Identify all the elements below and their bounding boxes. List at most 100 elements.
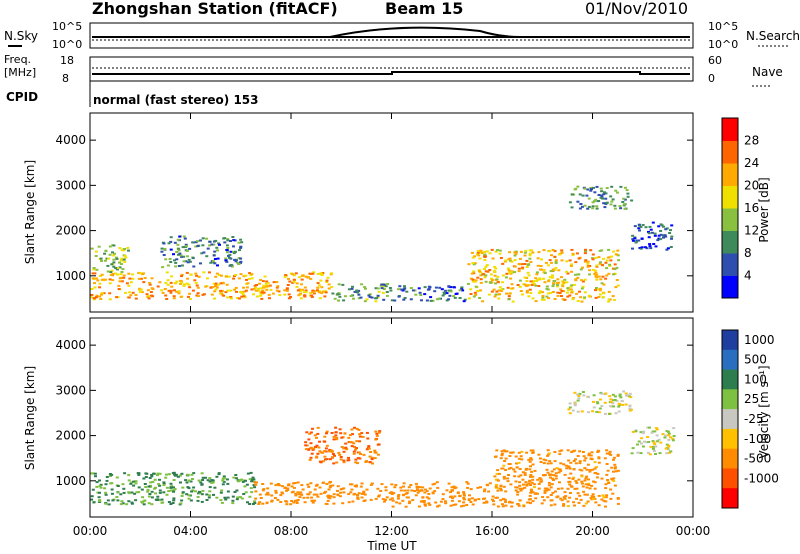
power-cell [413, 289, 417, 292]
power-cell [471, 256, 475, 259]
vel-cell [542, 499, 546, 502]
power-cell [551, 268, 555, 271]
power-cell [551, 274, 554, 277]
vel-cell [416, 489, 419, 492]
power-cell [100, 278, 104, 281]
vel-cell [543, 491, 547, 494]
power-cell [100, 292, 104, 295]
power-cell [478, 257, 482, 260]
vel-cell [149, 485, 153, 488]
power-cell [92, 267, 96, 269]
power-cell [283, 293, 287, 296]
power-cell [246, 282, 250, 285]
vel-cell [573, 449, 577, 452]
vel-cell [153, 478, 157, 481]
vel-cell [221, 479, 225, 482]
power-cell [385, 291, 389, 293]
power-cell [397, 295, 401, 298]
vel-cell [308, 491, 312, 494]
power-cell [444, 289, 448, 292]
vel-cell [411, 499, 415, 502]
power-cell [94, 250, 98, 253]
power-cell [262, 284, 266, 287]
power-cell [583, 252, 587, 255]
vel-cell [342, 459, 346, 462]
power-cell [196, 292, 200, 295]
vel-cell [577, 395, 581, 397]
vel-cell [462, 501, 466, 504]
vel-cell [368, 461, 372, 464]
vel-cell [401, 493, 405, 496]
vel-cell [650, 431, 654, 434]
vel-cell [531, 500, 535, 503]
power-cell [202, 271, 206, 274]
vel-cell [451, 497, 455, 499]
vel-cell [418, 489, 421, 492]
vel-cell [147, 502, 151, 505]
power-cell [195, 274, 199, 277]
vel-cell [517, 451, 521, 454]
vel-cell [580, 410, 584, 413]
power-cell [423, 293, 427, 296]
power-cell [639, 226, 643, 228]
power-cell [91, 272, 95, 275]
vel-cell [312, 447, 316, 450]
power-cell [518, 285, 522, 288]
vel-cell [215, 475, 219, 478]
power-cell [594, 256, 598, 259]
power-cell [608, 264, 612, 267]
vel-cell [583, 459, 587, 462]
vel-cell [146, 488, 150, 491]
power-cell [226, 238, 230, 241]
vel-cell [543, 487, 547, 490]
vel-cell [591, 497, 595, 500]
vel-cell [615, 399, 619, 402]
vel-cell [585, 486, 589, 489]
power-cell [643, 246, 647, 249]
power-cell [239, 290, 243, 293]
power-cell [191, 256, 195, 259]
vel-cell [612, 399, 616, 402]
vel-cell [456, 492, 460, 495]
power-cell [382, 298, 386, 301]
vel-cell [210, 479, 214, 482]
vel-cell [595, 476, 599, 479]
vel-cell [351, 500, 355, 503]
power-cell [542, 277, 545, 280]
power-cell [483, 259, 487, 261]
x-tick-label: 04:00 [173, 524, 208, 538]
vel-cell [667, 438, 671, 441]
vel-cell [284, 500, 288, 503]
vel-cell [558, 453, 562, 456]
power-cell [591, 257, 594, 260]
vel-cell [95, 481, 99, 484]
vel-cell [277, 483, 281, 486]
vel-cell [431, 483, 435, 486]
power-cell [239, 261, 242, 264]
vel-cell [542, 458, 546, 461]
power-cell [160, 289, 164, 292]
power-cell [553, 268, 557, 271]
vel-cell [530, 470, 534, 473]
power-cell [287, 277, 290, 280]
power-cell [327, 287, 331, 290]
vel-cell [342, 461, 346, 464]
vel-cell [611, 492, 615, 495]
power-cell [100, 273, 104, 276]
colorbar-tick-label: 4 [744, 269, 752, 283]
vel-cell [414, 494, 418, 497]
power-cell [420, 299, 423, 302]
power-cell [579, 296, 583, 299]
power-cell [177, 248, 181, 251]
power-cell [613, 299, 616, 301]
vel-cell [205, 499, 209, 501]
vel-cell [197, 492, 201, 495]
vel-cell [279, 494, 283, 497]
power-cell [96, 279, 100, 282]
vel-cell [374, 438, 378, 441]
vel-cell [103, 487, 107, 490]
vel-cell [530, 481, 534, 484]
power-cell [506, 267, 510, 270]
power-cell [178, 252, 182, 255]
vel-cell [583, 467, 587, 470]
